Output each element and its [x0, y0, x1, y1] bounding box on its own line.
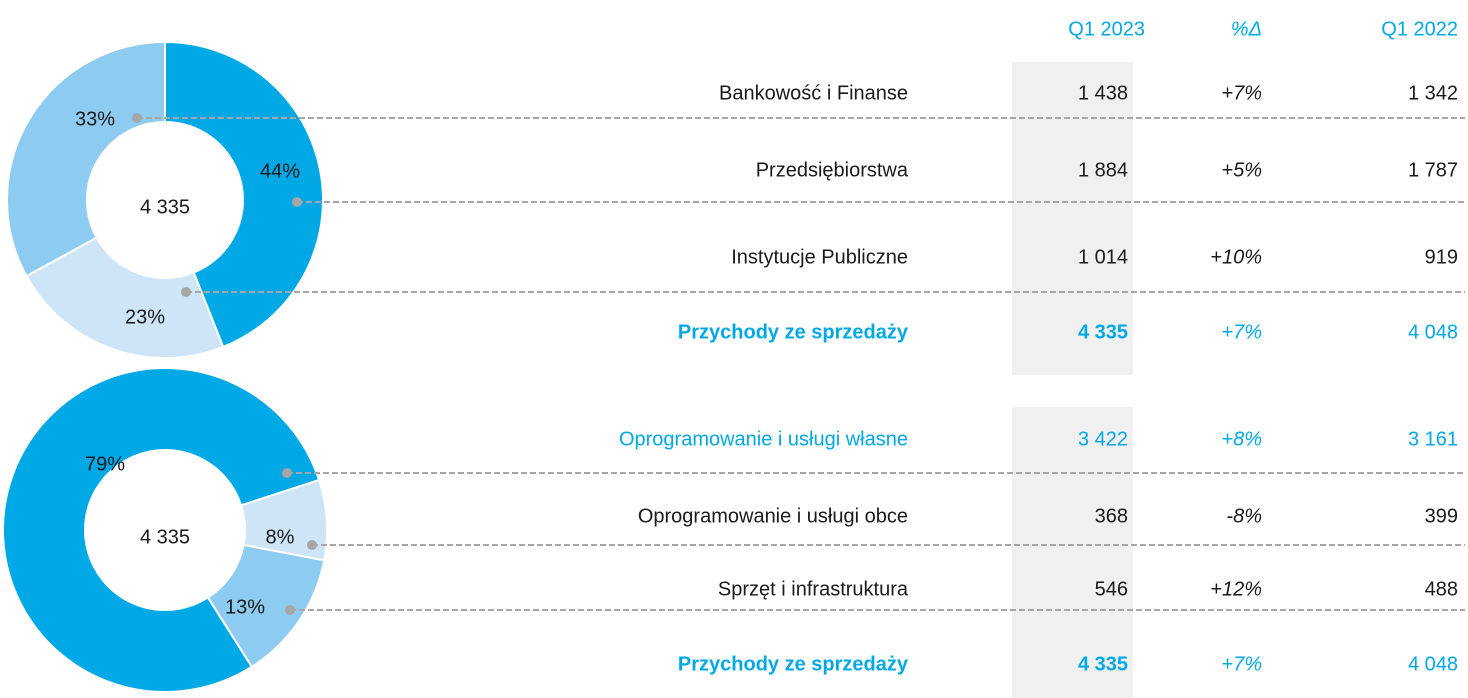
cell: +5%: [1221, 159, 1262, 181]
leader-dot: [285, 605, 295, 615]
row-label: Sprzęt i infrastruktura: [718, 578, 909, 600]
total-cell: 4 048: [1408, 321, 1458, 343]
leader-dot: [307, 540, 317, 550]
slice-label: 8%: [266, 526, 295, 548]
total-cell: 4 048: [1408, 653, 1458, 675]
row-label: Instytucje Publiczne: [731, 246, 908, 268]
total-cell: +7%: [1221, 321, 1262, 343]
slice: [6, 40, 166, 278]
cell: 399: [1425, 505, 1458, 527]
column-header: Q1 2023: [1068, 18, 1145, 40]
cell: 3 161: [1408, 428, 1458, 450]
column-header: Q1 2022: [1381, 18, 1458, 40]
cell: -8%: [1226, 505, 1262, 527]
cell: 546: [1095, 578, 1128, 600]
slice-label: 33%: [75, 108, 115, 130]
slice-label: 23%: [125, 306, 165, 328]
row-label: Bankowość i Finanse: [719, 82, 908, 104]
row-label: Przedsiębiorstwa: [756, 159, 909, 181]
cell: 368: [1095, 505, 1128, 527]
center-label: 4 335: [140, 196, 190, 218]
total-cell: 4 335: [1078, 653, 1128, 675]
cell: +10%: [1210, 246, 1262, 268]
cell: 1 014: [1078, 246, 1128, 268]
cell: 1 438: [1078, 82, 1128, 104]
cell: 919: [1425, 246, 1458, 268]
slice-label: 44%: [260, 160, 300, 182]
total-cell: 4 335: [1078, 321, 1128, 343]
leader-dot: [181, 287, 191, 297]
cell: 3 422: [1078, 428, 1128, 450]
cell: 1 884: [1078, 159, 1128, 181]
cell: 1 787: [1408, 159, 1458, 181]
slice: [2, 367, 321, 693]
column-header: %Δ: [1231, 18, 1262, 40]
cell: +8%: [1221, 428, 1262, 450]
cell: +7%: [1221, 82, 1262, 104]
total-label: Przychody ze sprzedaży: [678, 653, 909, 675]
total-label: Przychody ze sprzedaży: [678, 321, 909, 343]
leader-dot: [132, 113, 142, 123]
cell: +12%: [1210, 578, 1262, 600]
column-band: [1012, 407, 1133, 698]
row-label: Oprogramowanie i usługi obce: [638, 505, 908, 527]
column-band: [1012, 62, 1133, 375]
cell: 1 342: [1408, 82, 1458, 104]
slice-label: 13%: [225, 596, 265, 618]
slice-label: 79%: [85, 453, 125, 475]
leader-dot: [282, 468, 292, 478]
slice: [25, 236, 225, 359]
row-label: Oprogramowanie i usługi własne: [619, 428, 908, 450]
leader-dot: [292, 197, 302, 207]
total-cell: +7%: [1221, 653, 1262, 675]
center-label: 4 335: [140, 526, 190, 548]
cell: 488: [1425, 578, 1458, 600]
